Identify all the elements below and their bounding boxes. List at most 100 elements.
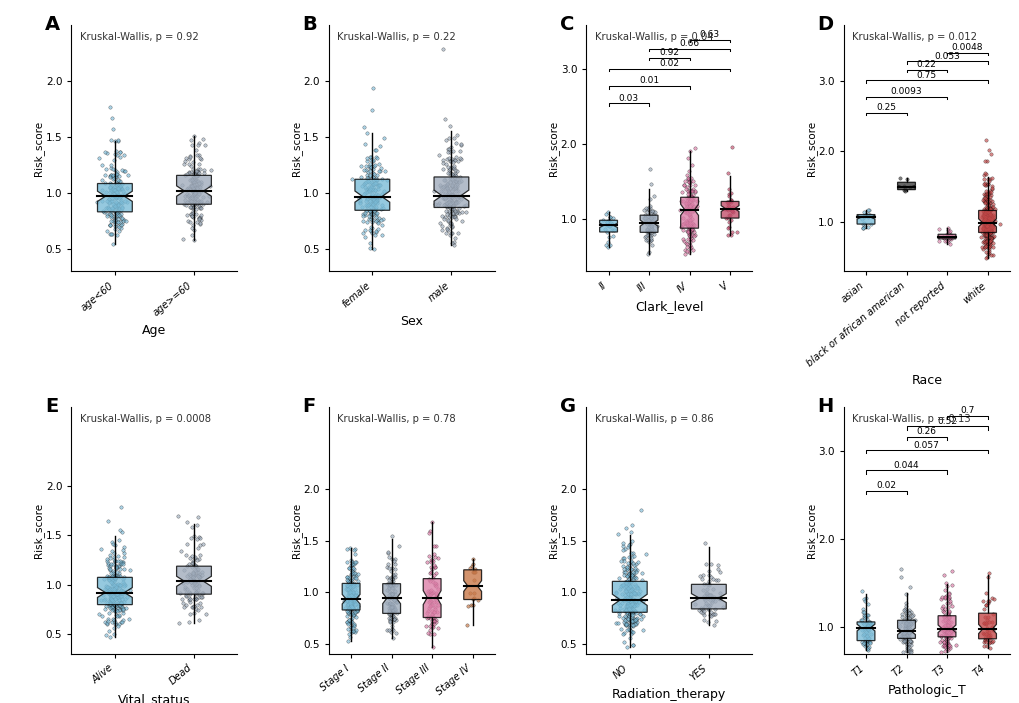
Point (903, 636, 919, 647)
Point (114, 593, 130, 605)
Point (627, 613, 643, 624)
Point (181, 195, 198, 206)
Point (941, 226, 957, 237)
Point (440, 205, 457, 217)
Point (180, 183, 197, 195)
Point (105, 238, 121, 250)
Point (900, 624, 916, 636)
Point (441, 199, 458, 210)
Point (111, 182, 127, 193)
Point (109, 206, 125, 217)
Point (363, 221, 379, 233)
Point (938, 224, 955, 236)
Point (343, 602, 360, 613)
Point (118, 602, 135, 614)
Point (976, 211, 993, 222)
Point (977, 246, 994, 257)
Point (185, 168, 202, 179)
Point (853, 586, 869, 597)
Point (383, 530, 399, 541)
Point (104, 170, 120, 181)
Point (192, 598, 208, 609)
Point (101, 586, 117, 598)
Point (681, 228, 697, 240)
Point (682, 216, 698, 227)
Point (701, 609, 717, 620)
Point (600, 220, 616, 231)
Point (347, 589, 364, 600)
Point (110, 184, 126, 195)
Point (106, 555, 122, 567)
Point (974, 627, 990, 638)
Point (102, 583, 118, 595)
Point (979, 217, 996, 228)
Point (933, 641, 950, 652)
Point (356, 122, 372, 133)
Point (182, 217, 199, 228)
Point (444, 198, 461, 209)
Point (368, 188, 384, 199)
Point (940, 610, 956, 621)
Point (343, 602, 360, 614)
Point (688, 200, 704, 212)
Point (187, 208, 204, 219)
Point (365, 164, 381, 175)
Point (178, 209, 195, 221)
Point (190, 149, 206, 160)
Point (104, 123, 120, 134)
Polygon shape (937, 234, 955, 239)
Point (453, 207, 470, 218)
Point (860, 619, 876, 631)
Point (676, 179, 692, 190)
Point (186, 187, 203, 198)
Point (108, 572, 124, 583)
Point (341, 572, 358, 583)
Point (102, 572, 118, 583)
Point (858, 614, 874, 625)
Point (978, 238, 995, 249)
Text: Kruskal-Wallis, p = 0.012: Kruskal-Wallis, p = 0.012 (851, 32, 976, 42)
Point (101, 203, 117, 214)
Point (616, 611, 633, 622)
Point (626, 587, 642, 598)
Point (465, 554, 481, 565)
Point (903, 611, 919, 622)
Point (706, 604, 722, 615)
Point (365, 196, 381, 207)
Point (679, 169, 695, 181)
Point (614, 612, 631, 624)
Point (191, 200, 207, 212)
Point (99, 555, 115, 567)
Point (341, 562, 358, 574)
Point (363, 190, 379, 201)
Point (425, 612, 441, 624)
Point (102, 597, 118, 608)
Point (680, 188, 696, 200)
Point (681, 194, 697, 205)
Point (937, 620, 954, 631)
Point (362, 169, 378, 181)
Point (440, 193, 457, 205)
Point (182, 181, 199, 192)
Point (618, 611, 634, 622)
Point (976, 188, 993, 200)
Point (938, 228, 955, 240)
Point (623, 628, 639, 640)
Point (373, 174, 389, 185)
Point (382, 598, 398, 610)
Point (384, 625, 400, 636)
Point (361, 170, 377, 181)
Point (938, 235, 955, 246)
Point (859, 619, 875, 630)
Point (107, 584, 123, 595)
Point (108, 172, 124, 183)
Point (434, 154, 450, 165)
Point (897, 600, 913, 612)
Point (896, 636, 912, 647)
Point (440, 146, 457, 157)
Point (347, 571, 364, 582)
Point (981, 238, 998, 250)
Point (857, 636, 873, 647)
Point (628, 573, 644, 584)
Point (109, 591, 125, 602)
